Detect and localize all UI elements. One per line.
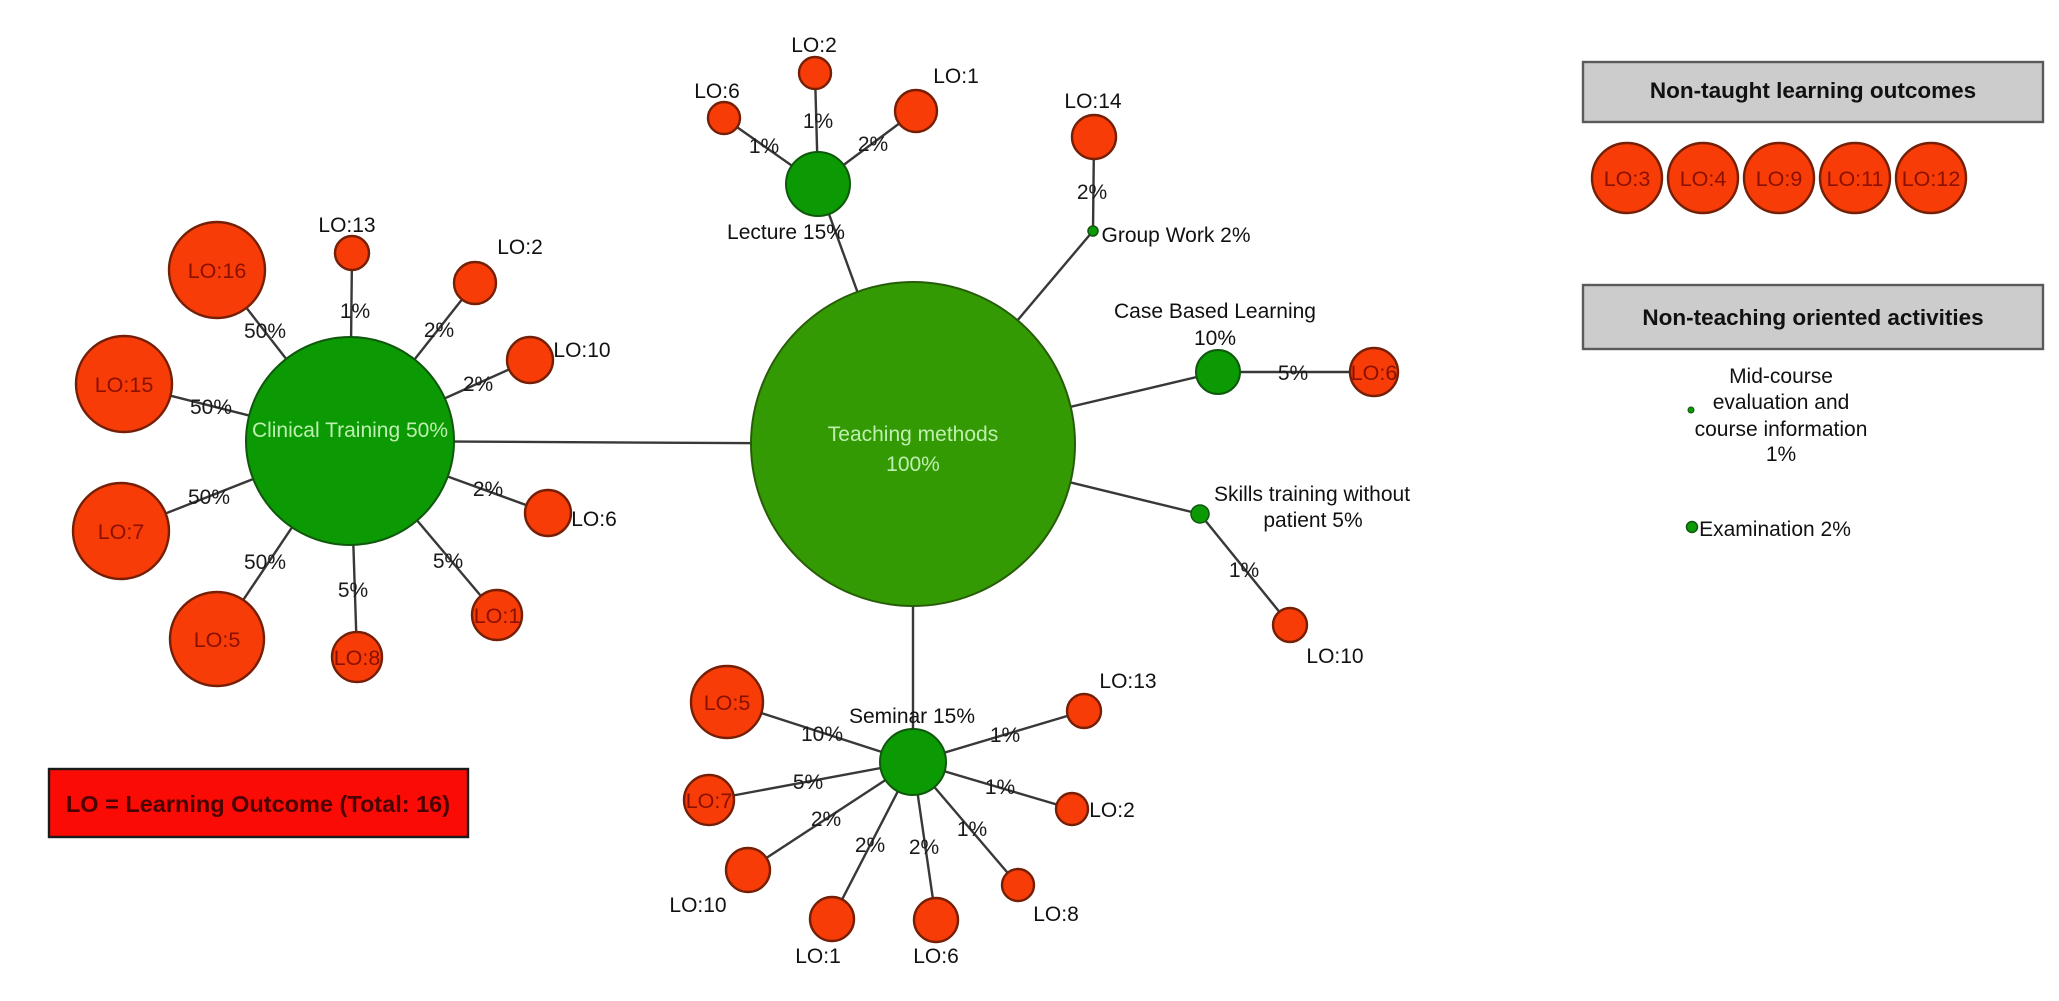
svg-text:1%: 1% <box>1766 443 1796 466</box>
svg-text:5%: 5% <box>338 579 368 602</box>
svg-text:50%: 50% <box>244 551 286 574</box>
svg-text:50%: 50% <box>244 320 286 343</box>
svg-text:10%: 10% <box>1194 327 1236 350</box>
svg-text:evaluation and: evaluation and <box>1713 391 1850 414</box>
svg-text:2%: 2% <box>909 836 939 859</box>
svg-text:Clinical Training 50%: Clinical Training 50% <box>252 419 448 442</box>
svg-text:LO:1: LO:1 <box>474 604 521 628</box>
svg-text:Case Based Learning: Case Based Learning <box>1114 300 1316 323</box>
svg-text:LO:10: LO:10 <box>553 339 610 362</box>
svg-text:LO:16: LO:16 <box>188 259 247 283</box>
svg-text:1%: 1% <box>803 110 833 133</box>
svg-text:LO:11: LO:11 <box>1827 167 1884 191</box>
svg-text:Teaching methods: Teaching methods <box>828 423 998 446</box>
svg-text:LO:12: LO:12 <box>1902 167 1961 191</box>
svg-text:LO = Learning Outcome (Total:: LO = Learning Outcome (Total: 16) <box>66 791 450 817</box>
svg-text:LO:14: LO:14 <box>1064 90 1122 113</box>
svg-text:LO:13: LO:13 <box>318 214 375 237</box>
svg-text:LO:15: LO:15 <box>95 373 154 397</box>
svg-text:2%: 2% <box>463 373 493 396</box>
svg-text:50%: 50% <box>188 486 230 509</box>
svg-text:LO:3: LO:3 <box>1604 167 1651 191</box>
svg-text:LO:13: LO:13 <box>1099 670 1156 693</box>
svg-text:10%: 10% <box>801 723 843 746</box>
svg-text:5%: 5% <box>433 550 463 573</box>
svg-text:1%: 1% <box>749 135 779 158</box>
svg-text:LO:5: LO:5 <box>704 691 751 715</box>
svg-text:1%: 1% <box>985 776 1015 799</box>
svg-text:Non-teaching oriented activiti: Non-teaching oriented activities <box>1642 305 1983 330</box>
svg-text:patient 5%: patient 5% <box>1263 509 1362 532</box>
svg-text:Non-taught learning outcomes: Non-taught learning outcomes <box>1650 78 1976 103</box>
svg-text:1%: 1% <box>1229 559 1259 582</box>
svg-text:LO:4: LO:4 <box>1680 167 1727 191</box>
svg-text:LO:9: LO:9 <box>1756 167 1803 191</box>
svg-text:Seminar 15%: Seminar 15% <box>849 705 975 728</box>
svg-text:LO:2: LO:2 <box>497 236 543 259</box>
svg-text:2%: 2% <box>811 808 841 831</box>
svg-text:5%: 5% <box>1278 362 1308 385</box>
svg-text:Skills training without: Skills training without <box>1214 483 1410 506</box>
svg-text:LO:6: LO:6 <box>913 945 959 968</box>
svg-text:LO:10: LO:10 <box>1306 645 1363 668</box>
svg-text:LO:5: LO:5 <box>194 628 241 652</box>
svg-text:50%: 50% <box>190 396 232 419</box>
svg-text:2%: 2% <box>1077 181 1107 204</box>
svg-text:LO:7: LO:7 <box>98 520 145 544</box>
svg-text:2%: 2% <box>424 319 454 342</box>
svg-text:2%: 2% <box>855 834 885 857</box>
svg-text:LO:8: LO:8 <box>1033 903 1079 926</box>
svg-text:LO:7: LO:7 <box>686 789 733 813</box>
svg-text:Lecture 15%: Lecture 15% <box>727 221 845 244</box>
svg-text:Group Work 2%: Group Work 2% <box>1102 224 1251 247</box>
svg-text:1%: 1% <box>340 300 370 323</box>
svg-text:100%: 100% <box>886 453 940 476</box>
svg-text:LO:1: LO:1 <box>933 65 979 88</box>
svg-text:LO:6: LO:6 <box>571 508 617 531</box>
svg-text:LO:6: LO:6 <box>1351 361 1398 385</box>
svg-text:LO:2: LO:2 <box>791 34 837 57</box>
svg-text:5%: 5% <box>793 771 823 794</box>
svg-text:2%: 2% <box>473 478 503 501</box>
svg-text:Examination 2%: Examination 2% <box>1699 518 1851 541</box>
svg-text:1%: 1% <box>990 724 1020 747</box>
svg-text:course information: course information <box>1695 418 1868 441</box>
svg-text:Mid-course: Mid-course <box>1729 365 1833 388</box>
svg-text:LO:8: LO:8 <box>334 646 381 670</box>
svg-text:LO:1: LO:1 <box>795 945 841 968</box>
svg-text:LO:10: LO:10 <box>669 894 726 917</box>
svg-text:LO:6: LO:6 <box>694 80 740 103</box>
svg-text:2%: 2% <box>858 133 888 156</box>
svg-text:LO:2: LO:2 <box>1089 799 1135 822</box>
svg-text:1%: 1% <box>957 818 987 841</box>
